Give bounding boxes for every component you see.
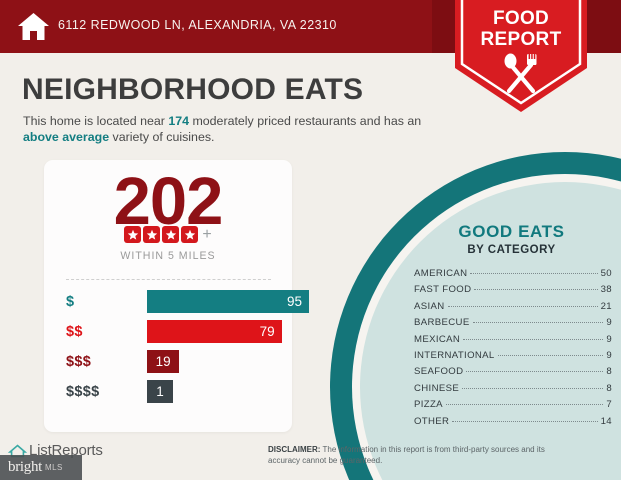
price-level-bar: 1 — [147, 380, 173, 403]
good-eats-category-name: BARBECUE — [414, 317, 470, 329]
star-icon — [124, 226, 142, 243]
star-rating: + — [44, 226, 292, 243]
good-eats-category-name: FAST FOOD — [414, 284, 472, 296]
price-level-row: $$$ 19 — [44, 348, 292, 378]
price-level-bar-chart: $95 $$ 79 $$$ 19 $$$$ 1 — [44, 288, 309, 408]
good-eats-category-name: ASIAN — [414, 300, 445, 312]
good-eats-category-count: 9 — [606, 349, 612, 361]
good-eats-category-name: MEXICAN — [414, 333, 461, 345]
summary-card: 202 + WITHIN 5 MILES $95 $$ 79 $$$ 19 $$$$ 1 — [44, 160, 309, 432]
price-level-value: 1 — [156, 384, 164, 399]
disclaimer-label: DISCLAIMER: — [268, 445, 321, 454]
good-eats-category-count: 21 — [600, 300, 612, 312]
price-level-bar: 79 — [147, 320, 282, 343]
price-level-value: 95 — [286, 294, 302, 309]
property-address: 6112 REDWOOD LN, ALEXANDRIA, VA 22310 — [58, 18, 337, 32]
star-icon — [143, 226, 161, 243]
radius-caption: WITHIN 5 MILES — [120, 250, 216, 262]
price-level-row: $95 — [44, 288, 309, 318]
good-eats-row: SEAFOOD 8 — [414, 366, 612, 382]
subtitle-part-1: This home is located near — [23, 114, 169, 128]
good-eats-title: GOOD EATS — [458, 222, 565, 241]
good-eats-header: GOOD EATS BY CATEGORY — [408, 222, 615, 256]
good-eats-category-count: 9 — [606, 333, 612, 345]
good-eats-category-name: OTHER — [414, 415, 450, 427]
good-eats-row: AMERICAN 50 — [414, 268, 612, 284]
disclaimer-text: The information in this report is from t… — [268, 445, 545, 465]
bright-wordmark: bright — [8, 459, 43, 475]
good-eats-category-name: PIZZA — [414, 399, 443, 411]
leader-dots — [474, 289, 598, 291]
price-level-row: $$$$ 1 — [44, 378, 292, 408]
spoon-fork-icon — [504, 53, 537, 94]
leader-dots — [463, 338, 604, 340]
good-eats-subtitle: BY CATEGORY — [467, 244, 556, 256]
good-eats-category-name: CHINESE — [414, 382, 460, 394]
good-eats-category-count: 7 — [606, 399, 612, 411]
good-eats-row: INTERNATIONAL 9 — [414, 350, 612, 366]
leader-dots — [447, 305, 598, 307]
price-level-bar: 19 — [147, 350, 180, 373]
star-icon — [162, 226, 180, 243]
home-icon — [18, 13, 49, 40]
good-eats-row: MEXICAN 9 — [414, 334, 612, 350]
good-eats-category-name: SEAFOOD — [414, 366, 464, 378]
price-level-row: $$ 79 — [44, 318, 292, 348]
leader-dots — [452, 420, 598, 422]
bright-mls-watermark: bright MLS — [0, 455, 82, 480]
leader-dots — [466, 371, 604, 373]
card-divider — [66, 279, 271, 280]
good-eats-category-count: 38 — [600, 284, 612, 296]
page-subtitle: This home is located near 174 moderately… — [23, 113, 435, 145]
subtitle-part-3: variety of cuisines. — [109, 130, 215, 144]
price-level-label: $$ — [66, 324, 83, 340]
good-eats-category-name: AMERICAN — [414, 268, 468, 279]
leader-dots — [462, 387, 604, 389]
good-eats-category-count: 14 — [600, 415, 612, 427]
badge-line-1: FOOD — [492, 8, 550, 29]
good-eats-row: FAST FOOD 38 — [414, 284, 612, 300]
badge-text: FOOD REPORT — [455, 8, 587, 50]
page-title: NEIGHBORHOOD EATS — [22, 73, 364, 106]
good-eats-row: PIZZA 7 — [414, 399, 612, 415]
price-level-label: $$$$ — [66, 384, 100, 400]
good-eats-category-count: 8 — [606, 366, 612, 378]
leader-dots — [470, 273, 598, 274]
star-plus-indicator: + — [202, 225, 212, 243]
good-eats-category-count: 50 — [600, 268, 612, 279]
price-level-label: $$$ — [66, 354, 92, 370]
disclaimer: DISCLAIMER: The information in this repo… — [268, 444, 558, 466]
star-icon — [181, 226, 199, 243]
good-eats-row: BARBECUE 9 — [414, 317, 612, 333]
price-level-value: 79 — [259, 324, 275, 339]
price-level-value: 19 — [155, 354, 171, 369]
good-eats-category-list: AMERICAN 50 FAST FOOD 38 ASIAN 21 BARBECUE 9 MEX… — [414, 268, 612, 432]
listreports-wordmark: ListReports — [29, 442, 103, 459]
good-eats-category-name: INTERNATIONAL — [414, 349, 495, 361]
leader-dots — [497, 354, 604, 356]
mls-suffix: MLS — [45, 463, 63, 472]
subtitle-part-2: moderately priced restaurants and has an — [189, 114, 422, 128]
leader-dots — [445, 404, 604, 406]
leader-dots — [472, 322, 604, 324]
subtitle-restaurant-count: 174 — [168, 114, 190, 128]
good-eats-category-count: 9 — [606, 317, 612, 329]
price-level-label: $ — [66, 294, 75, 310]
subtitle-variety-rating: above average — [23, 130, 110, 144]
good-eats-row: OTHER 14 — [414, 416, 612, 432]
food-report-badge: FOOD REPORT — [455, 0, 587, 112]
good-eats-row: ASIAN 21 — [414, 301, 612, 317]
price-level-bar: 95 — [147, 290, 309, 313]
good-eats-category-count: 8 — [606, 382, 612, 394]
badge-line-2: REPORT — [480, 29, 562, 50]
good-eats-row: CHINESE 8 — [414, 383, 612, 399]
